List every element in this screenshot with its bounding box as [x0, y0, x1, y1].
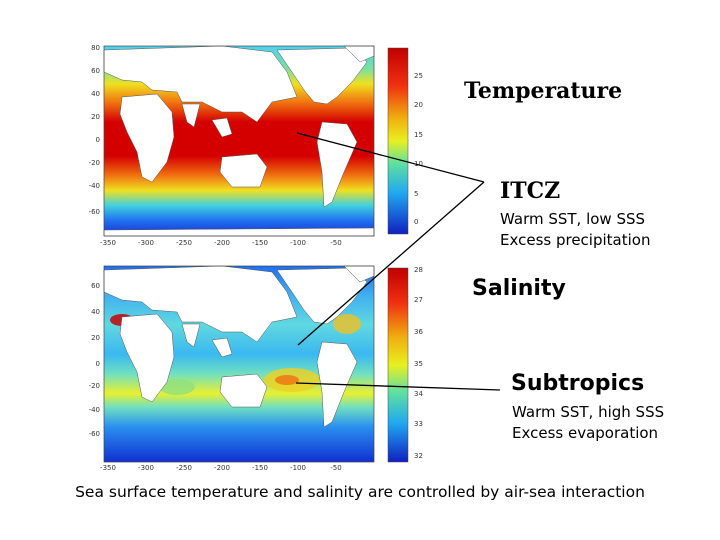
temp-lon-tick: -200 — [214, 239, 230, 247]
sal-cbar-tick: 34 — [414, 390, 423, 398]
temp-lon-tick: -100 — [290, 239, 306, 247]
temp-cbar-tick: 10 — [414, 160, 423, 168]
temp-cbar-tick: 25 — [414, 72, 423, 80]
salinity-lat-ticks: 60 40 20 0 -20 -40 -60 — [89, 282, 100, 438]
subtropics-title: Subtropics — [511, 371, 645, 396]
temp-lat-tick: 0 — [96, 136, 100, 144]
temp-lon-tick: -150 — [252, 239, 268, 247]
temperature-colorbar — [387, 47, 409, 235]
temp-lon-tick: -50 — [330, 239, 341, 247]
sal-lon-tick: -250 — [176, 464, 192, 472]
sal-lat-tick: 60 — [91, 282, 100, 290]
sal-cbar-tick: 33 — [414, 420, 423, 428]
sal-lat-tick: -40 — [89, 406, 100, 414]
sal-lon-tick: -350 — [100, 464, 116, 472]
sal-cbar-tick: 36 — [414, 328, 423, 336]
salinity-colorbar — [387, 267, 409, 463]
subtropics-line1: Warm SST, high SSS — [512, 403, 665, 421]
itcz-line2: Excess precipitation — [500, 231, 651, 249]
temperature-land — [103, 45, 375, 237]
sal-lon-tick: -300 — [138, 464, 154, 472]
sal-lat-tick: 40 — [91, 308, 100, 316]
temp-lat-tick: -40 — [89, 182, 100, 190]
salinity-high-patch — [333, 314, 361, 334]
slide-caption: Sea surface temperature and salinity are… — [75, 483, 645, 501]
salinity-lon-ticks: -350 -300 -250 -200 -150 -100 -50 — [100, 464, 342, 472]
salinity-map-svg: 60 40 20 0 -20 -40 -60 -350 -300 -250 -2… — [89, 265, 423, 472]
salinity-map: 60 40 20 0 -20 -40 -60 -350 -300 -250 -2… — [82, 262, 432, 472]
itcz-line1: Warm SST, low SSS — [500, 210, 646, 228]
subtropics-line — [295, 382, 501, 391]
subtropics-line2: Excess evaporation — [512, 424, 659, 442]
temperature-lon-ticks: -350 -300 -250 -200 -150 -100 -50 — [100, 239, 342, 247]
sal-cbar-tick: 27 — [414, 296, 423, 304]
temp-lat-tick: 80 — [91, 44, 100, 52]
salinity-land — [103, 265, 375, 428]
temp-lat-tick: -20 — [89, 159, 100, 167]
salinity-colorbar-ticks: 28 27 36 35 34 33 32 — [414, 266, 423, 460]
sal-cbar-tick: 28 — [414, 266, 423, 274]
temp-cbar-tick: 20 — [414, 101, 423, 109]
salinity-label: Salinity — [472, 276, 566, 301]
sal-cbar-tick: 35 — [414, 360, 423, 368]
temp-lat-tick: 40 — [91, 90, 100, 98]
temp-cbar-tick: 0 — [414, 218, 418, 226]
sal-lon-tick: -200 — [214, 464, 230, 472]
itcz-temperature-line — [296, 132, 485, 183]
sal-lat-tick: 0 — [96, 360, 100, 368]
itcz-salinity-line — [297, 181, 485, 346]
itcz-title: ITCZ — [500, 178, 561, 204]
temperature-lat-ticks: 80 60 40 20 0 -20 -40 -60 — [89, 44, 100, 216]
temp-lon-tick: -350 — [100, 239, 116, 247]
temp-lon-tick: -300 — [138, 239, 154, 247]
sal-lon-tick: -100 — [290, 464, 306, 472]
sal-cbar-tick: 32 — [414, 452, 423, 460]
temp-cbar-tick: 15 — [414, 131, 423, 139]
temperature-label: Temperature — [464, 78, 623, 104]
salinity-high-patch — [159, 379, 195, 395]
salinity-high-core — [275, 375, 299, 385]
temp-cbar-tick: 5 — [414, 190, 418, 198]
sal-lon-tick: -150 — [252, 464, 268, 472]
sal-lat-tick: -20 — [89, 382, 100, 390]
sal-lat-tick: -60 — [89, 430, 100, 438]
sal-lon-tick: -50 — [330, 464, 341, 472]
temp-lat-tick: -60 — [89, 208, 100, 216]
temp-lat-tick: 60 — [91, 67, 100, 75]
sal-lat-tick: 20 — [91, 334, 100, 342]
temperature-colorbar-ticks: 25 20 15 10 5 0 — [414, 72, 423, 226]
temp-lat-tick: 20 — [91, 113, 100, 121]
temp-lon-tick: -250 — [176, 239, 192, 247]
